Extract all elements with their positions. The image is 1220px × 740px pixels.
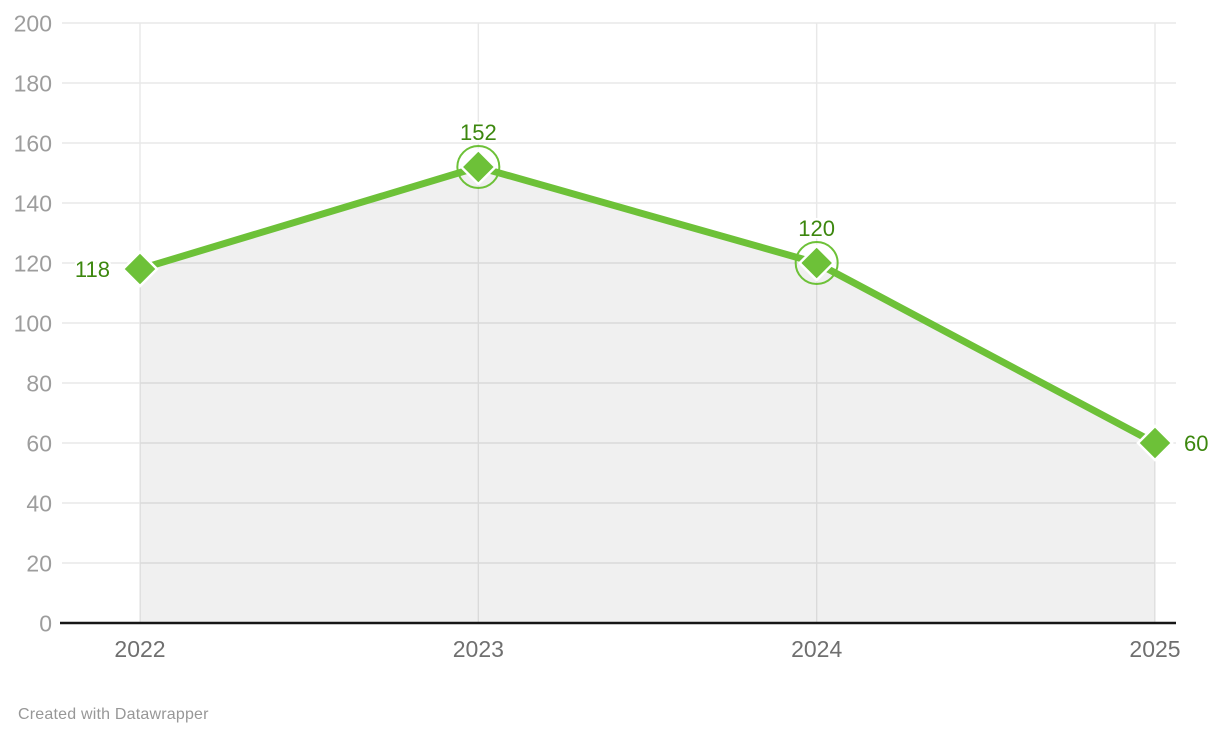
y-tick-label: 200 bbox=[14, 11, 52, 37]
emphasis-ring bbox=[794, 241, 839, 285]
data-point-marker[interactable] bbox=[121, 250, 159, 288]
data-point-label: 152 bbox=[460, 120, 497, 145]
area-fill bbox=[140, 167, 1155, 623]
y-tick-label: 180 bbox=[14, 71, 52, 97]
data-point-label: 120 bbox=[798, 216, 835, 241]
data-point-label: 60 bbox=[1184, 431, 1208, 456]
y-tick-label: 160 bbox=[14, 131, 52, 157]
y-tick-label: 100 bbox=[14, 311, 52, 337]
y-tick-label: 40 bbox=[26, 491, 52, 517]
x-tick-label: 2024 bbox=[791, 636, 842, 662]
x-tick-label: 2025 bbox=[1129, 636, 1180, 662]
y-tick-label: 80 bbox=[26, 371, 52, 397]
x-tick-label: 2022 bbox=[114, 636, 165, 662]
data-point-label: 118 bbox=[75, 257, 110, 282]
attribution-text: Created with Datawrapper bbox=[18, 706, 209, 723]
y-tick-label: 140 bbox=[14, 191, 52, 217]
y-tick-label: 20 bbox=[26, 551, 52, 577]
y-tick-label: 120 bbox=[14, 251, 52, 277]
trend-line bbox=[138, 163, 1157, 447]
y-tick-label: 60 bbox=[26, 431, 52, 457]
y-tick-label: 0 bbox=[39, 611, 52, 637]
data-point-marker[interactable] bbox=[797, 244, 836, 282]
data-point-marker[interactable] bbox=[1136, 424, 1174, 462]
emphasis-ring bbox=[456, 145, 501, 189]
x-tick-label: 2023 bbox=[453, 636, 504, 662]
data-point-marker[interactable] bbox=[459, 148, 498, 186]
